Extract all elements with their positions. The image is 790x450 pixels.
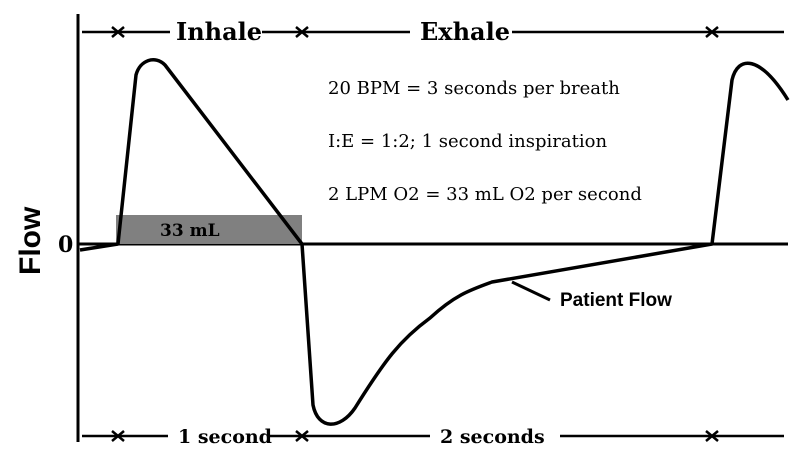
tick-mark bbox=[295, 430, 309, 442]
patient-flow-label: Patient Flow bbox=[560, 290, 672, 311]
volume-box bbox=[116, 215, 302, 244]
note-oxygen: 2 LPM O2 = 33 mL O2 per second bbox=[328, 184, 642, 205]
exhale-duration-label: 2 seconds bbox=[440, 426, 545, 448]
zero-label: 0 bbox=[58, 232, 73, 258]
tick-mark bbox=[111, 430, 125, 442]
patient-flow-pointer bbox=[511, 280, 551, 302]
tick-mark bbox=[111, 26, 125, 38]
exhale-label: Exhale bbox=[420, 17, 510, 46]
bottom-timeline bbox=[82, 430, 784, 442]
volume-box-label: 33 mL bbox=[160, 221, 220, 241]
tick-mark bbox=[295, 26, 309, 38]
tick-mark bbox=[705, 430, 719, 442]
inhale-duration-label: 1 second bbox=[178, 426, 272, 448]
inhale-label: Inhale bbox=[176, 17, 262, 46]
note-ie-ratio: I:E = 1:2; 1 second inspiration bbox=[328, 131, 607, 152]
tick-mark bbox=[705, 26, 719, 38]
top-timeline bbox=[82, 26, 784, 38]
note-bpm: 20 BPM = 3 seconds per breath bbox=[328, 78, 620, 99]
patient-flow-curve bbox=[79, 58, 790, 426]
y-axis-label: Flow bbox=[14, 206, 47, 275]
